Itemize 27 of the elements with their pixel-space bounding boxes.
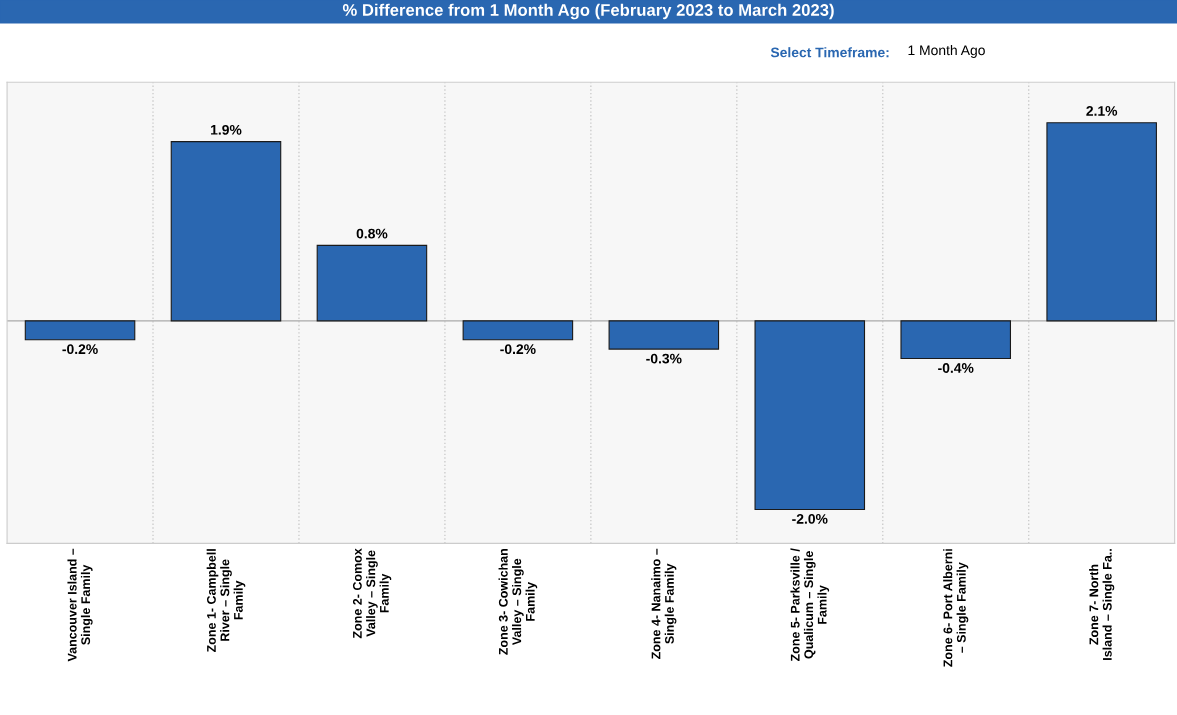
data-label: -0.4% <box>938 363 974 373</box>
data-label: -0.2% <box>500 344 536 355</box>
bar <box>24 320 136 341</box>
text: Select Timeframe: <box>770 47 889 58</box>
x-tick-label: Zone 5- Parksville / Qualicum – Single Family <box>790 548 830 662</box>
bar <box>900 320 1012 360</box>
text: 1 Month Ago <box>908 45 985 58</box>
data-label: -2.0% <box>792 513 828 524</box>
bar <box>462 320 574 341</box>
x-tick-label: Zone 2- Comox Valley – Single Family <box>352 548 392 639</box>
x-tick-label: Zone 4- Nanaimo – Single Family <box>651 548 677 660</box>
data-label: 2.1% <box>1086 106 1118 116</box>
x-tick-label: Zone 3- Cowichan Valley – Single Family <box>498 549 538 655</box>
data-label: 0.8% <box>356 228 388 239</box>
data-label: -0.3% <box>646 353 682 364</box>
x-tick-label: Vancouver Island – Single Family <box>67 548 93 662</box>
x-tick-label: Zone 6- Port Alberni – Single Family <box>943 549 969 667</box>
bar <box>754 320 866 511</box>
data-label: -0.2% <box>62 344 98 355</box>
x-tick-label: Zone 1- Campbell River – Single Family <box>206 549 246 653</box>
bar <box>1046 122 1157 322</box>
chart-title: % Difference from 1 Month Ago (February 2023 to March 2023) <box>342 3 834 20</box>
x-tick-label: Zone 7- North Island – Single Fa.. <box>1089 549 1115 660</box>
bar <box>170 141 282 322</box>
bar <box>316 244 428 322</box>
bar <box>608 320 720 350</box>
data-label: 1.9% <box>211 124 242 135</box>
